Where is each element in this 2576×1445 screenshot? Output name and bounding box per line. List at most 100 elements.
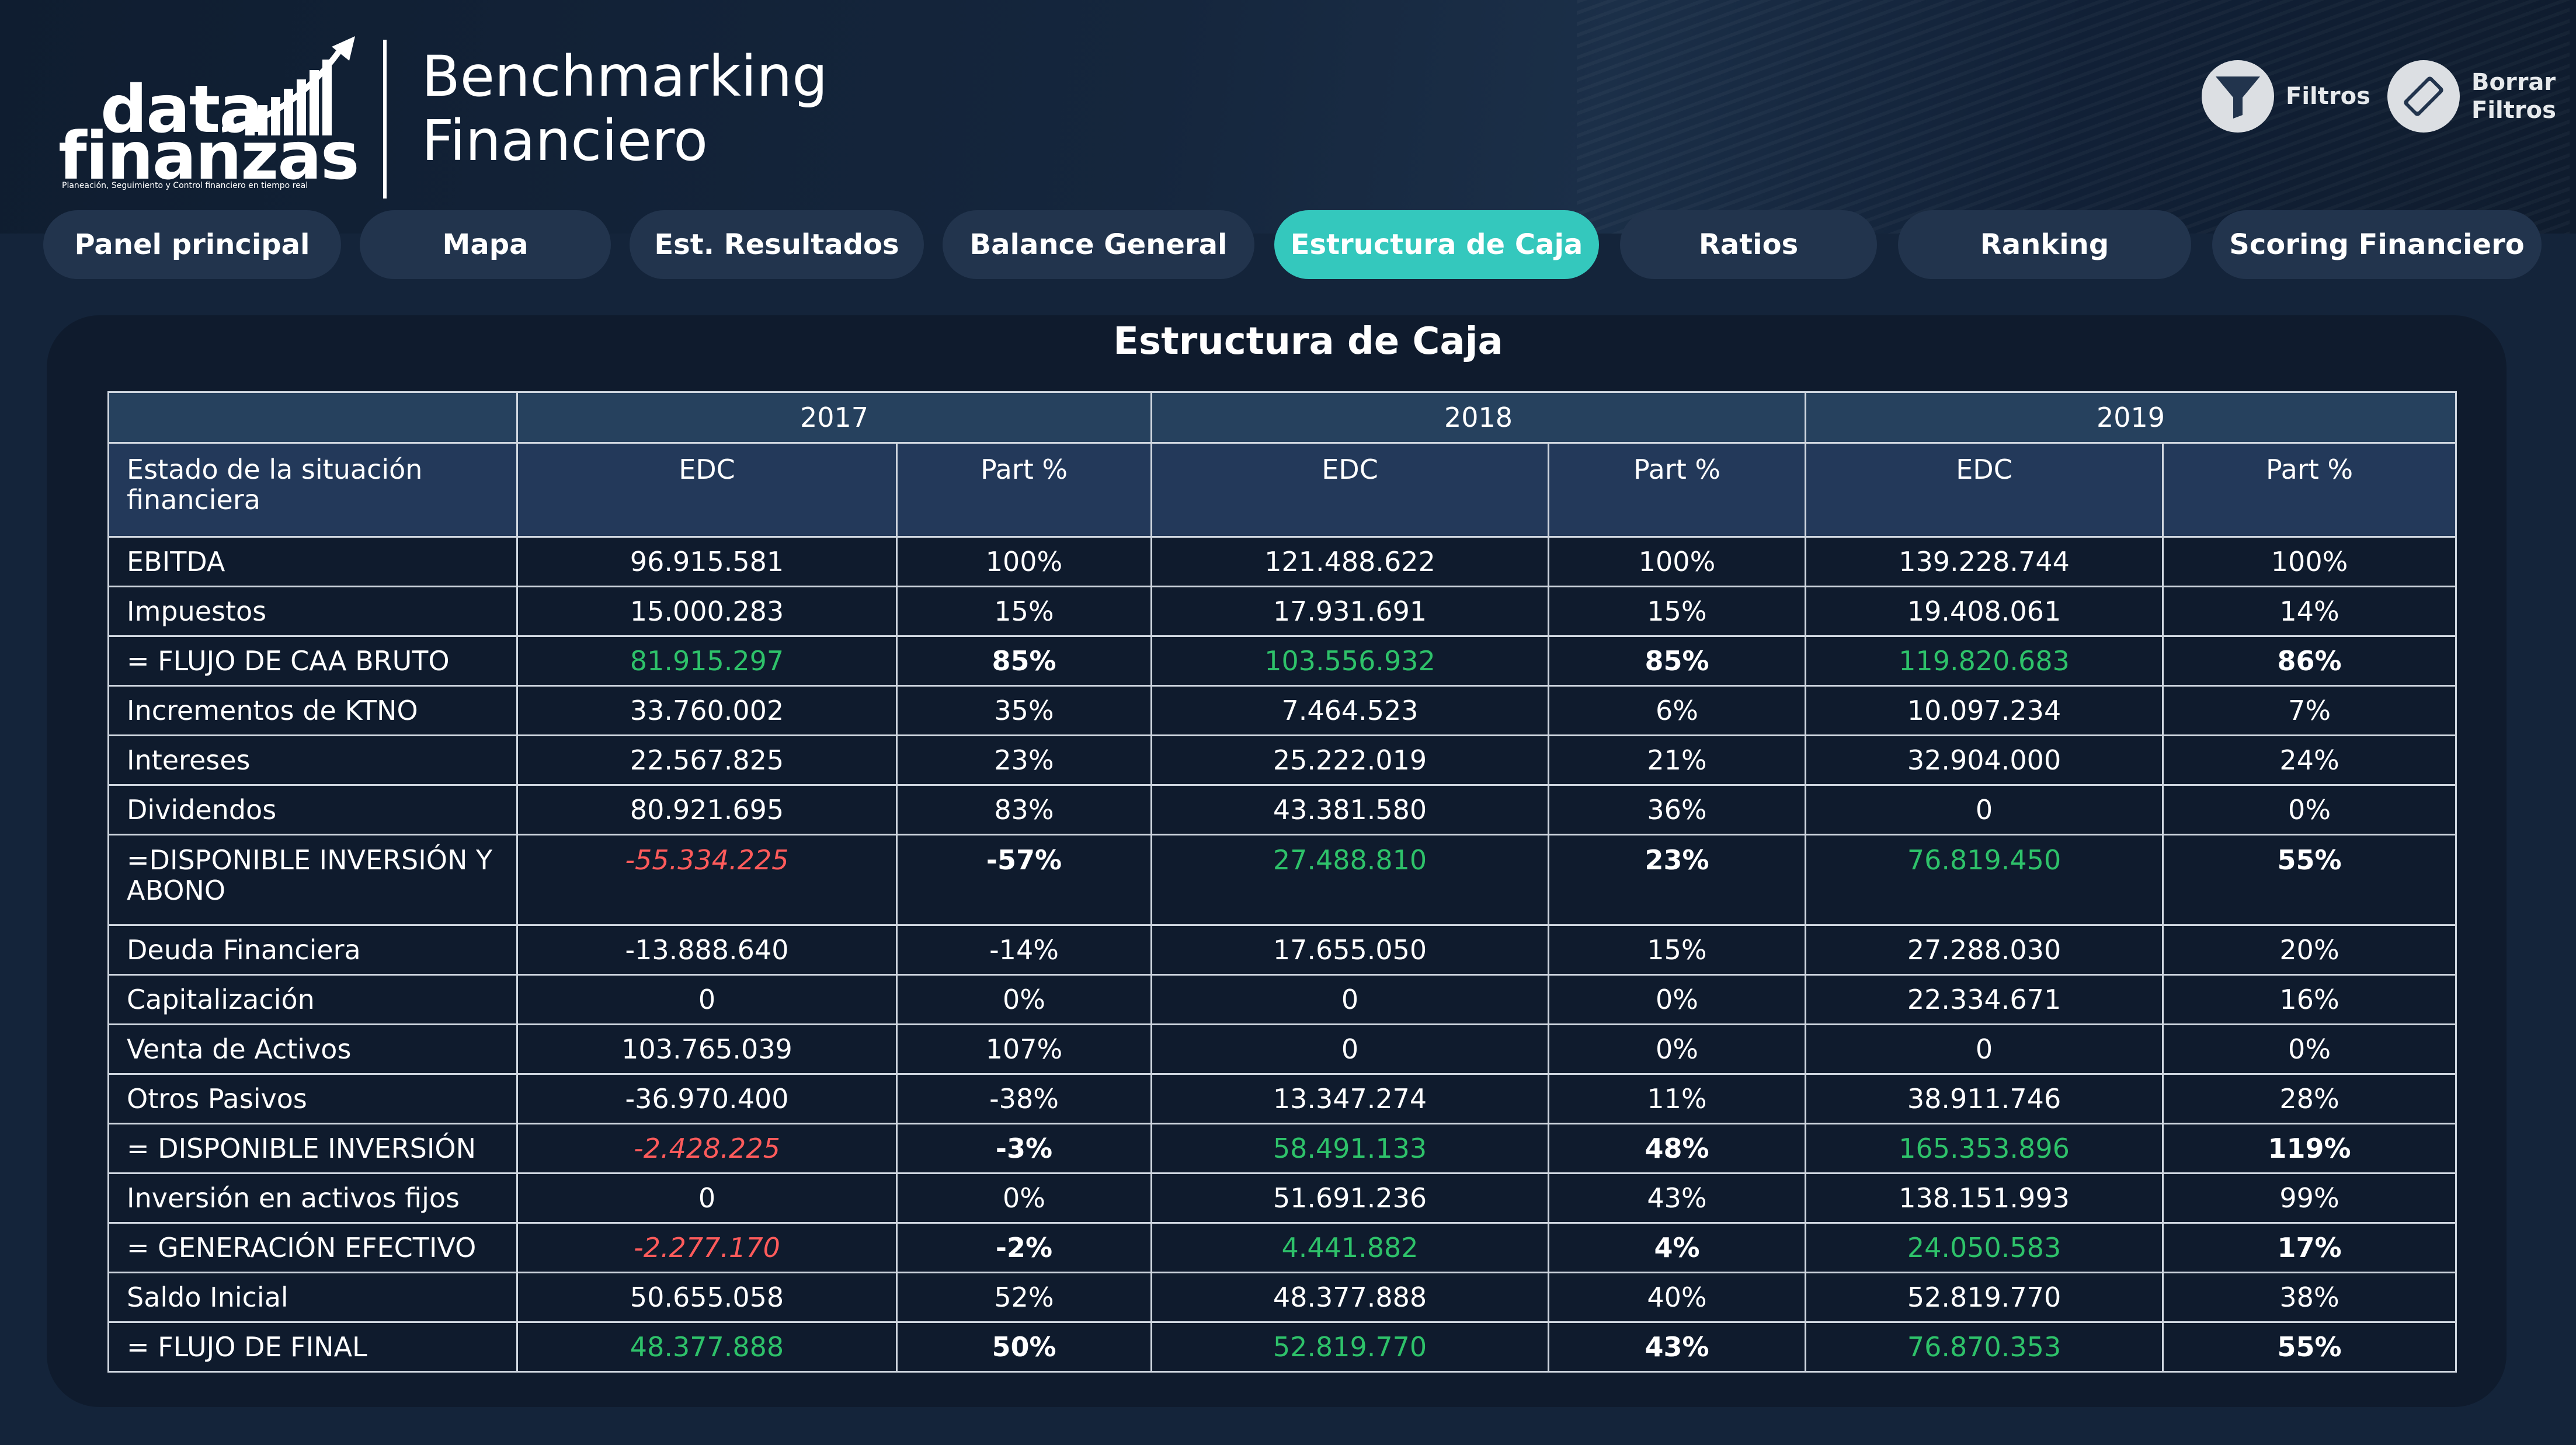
edc-value-cell: 58.491.133	[1150, 1123, 1550, 1174]
edc-value-cell: 10.097.234	[1805, 685, 2164, 736]
edc-value-cell: 27.288.030	[1805, 924, 2164, 976]
part-value-cell: 85%	[1548, 635, 1807, 687]
edc-value-cell: 76.819.450	[1805, 834, 2164, 926]
edc-value-cell: 17.931.691	[1150, 586, 1550, 637]
edc-value-cell: 0	[1150, 974, 1550, 1025]
part-value-cell: -57%	[895, 834, 1153, 926]
row-label: Venta de Activos	[107, 1023, 518, 1075]
edc-value-cell: 96.915.581	[516, 536, 898, 587]
col-header-edc: EDC	[516, 442, 898, 538]
edc-value-cell: 43.381.580	[1150, 784, 1550, 835]
part-value-cell: 21%	[1548, 734, 1807, 786]
row-label: Dividendos	[107, 784, 518, 835]
col-header-part: Part %	[895, 442, 1153, 538]
part-value-cell: 43%	[1548, 1321, 1807, 1373]
part-value-cell: 0%	[1548, 1023, 1807, 1075]
edc-value-cell: 0	[1150, 1023, 1550, 1075]
clear-filters-label-line1: Borrar	[2471, 69, 2556, 96]
table-row: Impuestos 15.000.283 15% 17.931.691 15% 19.40…	[107, 586, 2457, 637]
tab-panel-principal[interactable]: Panel principal	[43, 210, 341, 279]
tab-est-resultados[interactable]: Est. Resultados	[630, 210, 924, 279]
page-title: Benchmarking Financiero	[422, 44, 947, 173]
table-row: = FLUJO DE CAA BRUTO 81.915.297 85% 103.556…	[107, 635, 2457, 687]
part-value-cell: 11%	[1548, 1073, 1807, 1124]
edc-value-cell: 22.567.825	[516, 734, 898, 786]
part-value-cell: 85%	[895, 635, 1153, 687]
part-value-cell: 17%	[2162, 1222, 2457, 1273]
part-value-cell: 20%	[2162, 924, 2457, 976]
col-header-edc: EDC	[1805, 442, 2164, 538]
edc-value-cell: 15.000.283	[516, 586, 898, 637]
edc-value-cell: 138.151.993	[1805, 1172, 2164, 1224]
edc-value-cell: 119.820.683	[1805, 635, 2164, 687]
part-value-cell: 0%	[2162, 1023, 2457, 1075]
logo-tagline: Planeación, Seguimiento y Control financ…	[62, 181, 308, 190]
edc-value-cell: 51.691.236	[1150, 1172, 1550, 1224]
part-value-cell: 83%	[895, 784, 1153, 835]
part-value-cell: 0%	[895, 1172, 1153, 1224]
filters-button[interactable]: Filtros	[2202, 58, 2370, 134]
col-header-edc: EDC	[1150, 442, 1550, 538]
part-value-cell: 52%	[895, 1272, 1153, 1323]
edc-value-cell: 17.655.050	[1150, 924, 1550, 976]
edc-value-cell: 48.377.888	[516, 1321, 898, 1373]
part-value-cell: 55%	[2162, 1321, 2457, 1373]
part-value-cell: 4%	[1548, 1222, 1807, 1273]
part-value-cell: 99%	[2162, 1172, 2457, 1224]
filter-icon	[2202, 60, 2274, 133]
part-value-cell: -2%	[895, 1222, 1153, 1273]
edc-value-cell: 19.408.061	[1805, 586, 2164, 637]
table-row: Capitalización 0 0% 0 0% 22.334.671 16%	[107, 974, 2457, 1025]
part-value-cell: 119%	[2162, 1123, 2457, 1174]
growth-chart-icon	[222, 36, 355, 135]
clear-filters-label-line2: Filtros	[2471, 97, 2556, 124]
row-label: = DISPONIBLE INVERSIÓN	[107, 1123, 518, 1174]
row-label: EBITDA	[107, 536, 518, 587]
row-label: Capitalización	[107, 974, 518, 1025]
year-header-2018: 2018	[1150, 391, 1807, 444]
row-label: Otros Pasivos	[107, 1073, 518, 1124]
eraser-icon	[2387, 60, 2460, 133]
edc-value-cell: 4.441.882	[1150, 1222, 1550, 1273]
part-value-cell: 50%	[895, 1321, 1153, 1373]
edc-value-cell: 52.819.770	[1150, 1321, 1550, 1373]
edc-value-cell: 121.488.622	[1150, 536, 1550, 587]
tab-ratios[interactable]: Ratios	[1620, 210, 1877, 279]
row-label: =DISPONIBLE INVERSIÓN Y ABONO	[107, 834, 518, 926]
table-row: = FLUJO DE FINAL 48.377.888 50% 52.819.770 4…	[107, 1321, 2457, 1373]
cash-structure-table: 2017 2018 2019 Estado de la situación fi…	[107, 391, 2457, 1373]
year-header-2019: 2019	[1805, 391, 2457, 444]
col-header-part: Part %	[1548, 442, 1807, 538]
part-value-cell: 0%	[2162, 784, 2457, 835]
part-value-cell: 0%	[1548, 974, 1807, 1025]
edc-value-cell: 32.904.000	[1805, 734, 2164, 786]
part-value-cell: 43%	[1548, 1172, 1807, 1224]
tab-mapa[interactable]: Mapa	[360, 210, 611, 279]
edc-value-cell: 165.353.896	[1805, 1123, 2164, 1174]
row-label: = FLUJO DE CAA BRUTO	[107, 635, 518, 687]
datafinanzas-logo: data finanzas Planeación, Seguimiento y …	[58, 36, 362, 194]
tab-estructura-de-caja[interactable]: Estructura de Caja	[1274, 210, 1599, 279]
edc-value-cell: 0	[1805, 784, 2164, 835]
edc-value-cell: 76.870.353	[1805, 1321, 2164, 1373]
edc-value-cell: 7.464.523	[1150, 685, 1550, 736]
tab-ranking[interactable]: Ranking	[1898, 210, 2191, 279]
part-value-cell: 55%	[2162, 834, 2457, 926]
edc-value-cell: 139.228.744	[1805, 536, 2164, 587]
clear-filters-button[interactable]: Borrar Filtros	[2387, 58, 2556, 134]
tab-scoring-financiero[interactable]: Scoring Financiero	[2212, 210, 2542, 279]
nav-tabs: Panel principal Mapa Est. Resultados Bal…	[0, 210, 2576, 280]
table-row: =DISPONIBLE INVERSIÓN Y ABONO -55.334.225…	[107, 834, 2457, 926]
edc-value-cell: -13.888.640	[516, 924, 898, 976]
edc-value-cell: 24.050.583	[1805, 1222, 2164, 1273]
table-body: EBITDA 96.915.581 100% 121.488.622 100% 139.2…	[107, 536, 2457, 1373]
row-label: = FLUJO DE FINAL	[107, 1321, 518, 1373]
part-value-cell: 24%	[2162, 734, 2457, 786]
part-value-cell: 107%	[895, 1023, 1153, 1075]
page-title-line2: Financiero	[422, 108, 708, 173]
part-value-cell: 15%	[1548, 924, 1807, 976]
tab-balance-general[interactable]: Balance General	[943, 210, 1254, 279]
edc-value-cell: 0	[516, 1172, 898, 1224]
edc-value-cell: -2.277.170	[516, 1222, 898, 1273]
row-label: Deuda Financiera	[107, 924, 518, 976]
